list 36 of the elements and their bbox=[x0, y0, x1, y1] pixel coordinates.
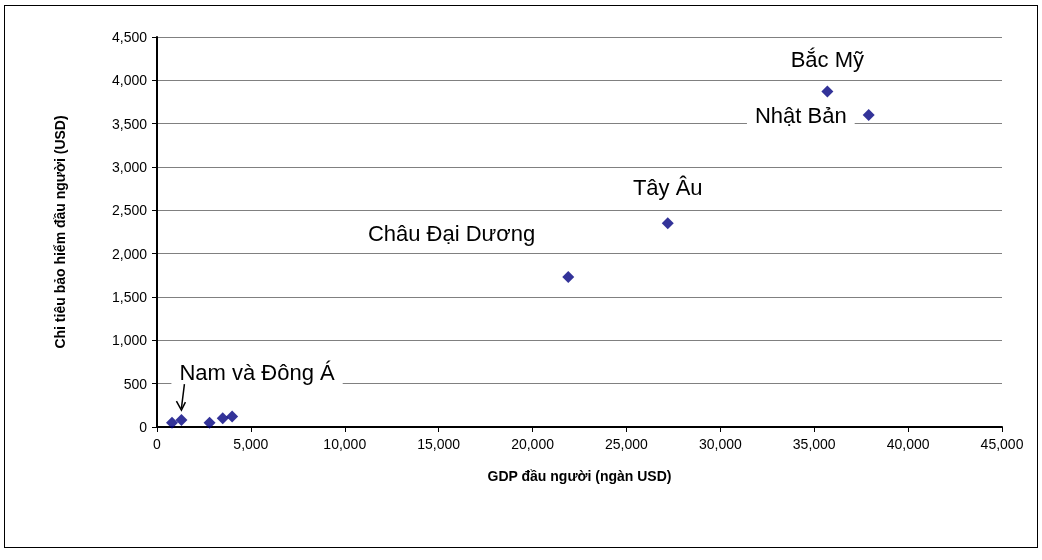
x-tick-label: 20,000 bbox=[511, 436, 555, 452]
point bbox=[661, 217, 674, 230]
point bbox=[226, 410, 239, 423]
annotation: Châu Đại Dương bbox=[367, 220, 536, 246]
point bbox=[175, 414, 188, 427]
x-tick-label: 15,000 bbox=[417, 436, 461, 452]
y-tick-label: 3,500 bbox=[111, 115, 148, 132]
x-tick-label: 10,000 bbox=[323, 436, 367, 452]
annotation: Tây Âu bbox=[632, 174, 703, 200]
y-tick-label: 3,000 bbox=[111, 159, 148, 175]
point bbox=[216, 412, 229, 425]
y-tick-label: 4,500 bbox=[111, 29, 148, 45]
point bbox=[862, 109, 875, 121]
point bbox=[821, 85, 834, 98]
x-tick-label: 0 bbox=[153, 436, 162, 452]
y-tick-label: 1,500 bbox=[111, 289, 148, 305]
x-tick-label: 35,000 bbox=[792, 436, 836, 452]
x-tick-label: 40,000 bbox=[886, 436, 930, 452]
y-tick-label: 1,000 bbox=[111, 332, 148, 349]
x-tick-label: 45,000 bbox=[980, 436, 1024, 452]
annotation: Nam và Đông Á bbox=[179, 359, 336, 385]
x-axis-title: GDP đầu người (ngàn USD) bbox=[487, 468, 672, 484]
annotation: Bắc Mỹ bbox=[790, 47, 865, 73]
y-tick-label: 2,000 bbox=[111, 245, 148, 262]
annotation: Nhật Bản bbox=[754, 102, 847, 128]
y-tick-label: 2,500 bbox=[111, 202, 148, 219]
y-axis-title: Chi tiêu bảo hiểm đầu người (USD) bbox=[52, 115, 68, 349]
point bbox=[203, 416, 216, 429]
x-tick-label: 25,000 bbox=[605, 436, 649, 452]
x-tick-label: 5,000 bbox=[233, 436, 269, 452]
x-tick-label: 30,000 bbox=[698, 436, 742, 452]
y-tick-label: 500 bbox=[123, 375, 148, 392]
y-tick-label: 4,000 bbox=[111, 72, 148, 89]
y-tick-label: 0 bbox=[139, 419, 148, 435]
point bbox=[562, 271, 575, 284]
point bbox=[166, 416, 179, 429]
